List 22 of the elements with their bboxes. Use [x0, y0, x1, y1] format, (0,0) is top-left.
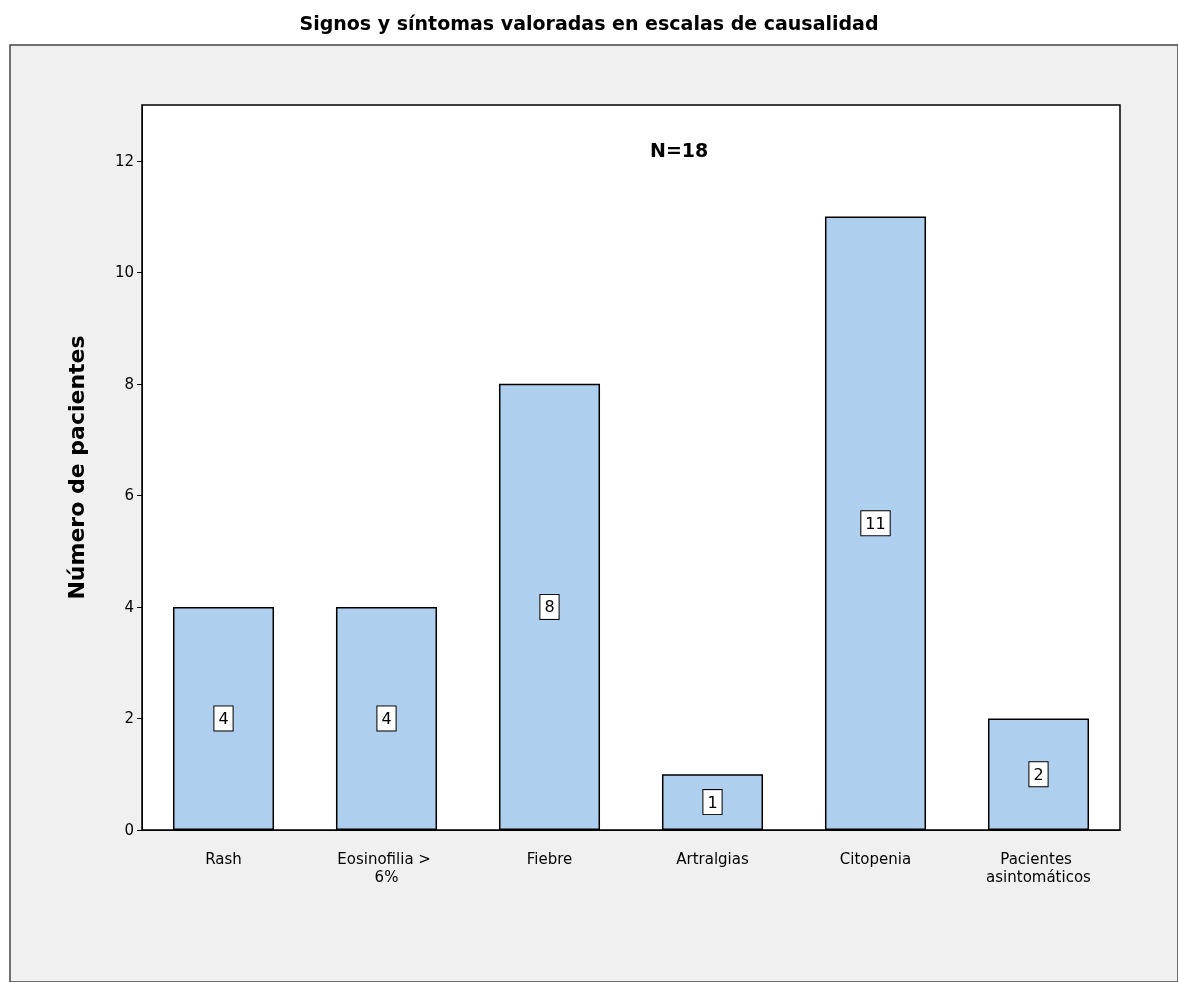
data-label: 1	[707, 792, 718, 812]
chart-title: Signos y síntomas valoradas en escalas de causalidad	[299, 11, 879, 34]
data-label: 8	[544, 597, 555, 617]
y-tick-label: 6	[124, 486, 134, 505]
y-tick-label: 2	[124, 709, 134, 728]
data-label: 11	[865, 513, 886, 533]
y-tick-label: 0	[124, 821, 134, 839]
x-tick-label: Artralgias	[676, 850, 749, 868]
x-tick-label: Fiebre	[526, 850, 573, 868]
y-axis-title: Número de pacientes	[63, 335, 89, 600]
data-label: 4	[381, 708, 392, 728]
y-tick-label: 10	[114, 263, 134, 282]
y-tick-label: 12	[114, 151, 134, 170]
data-label: 4	[218, 708, 229, 728]
y-tick-label: 8	[124, 374, 134, 393]
x-tick-label: Eosinofilia > 6%	[337, 850, 436, 886]
x-tick-label: Pacientes asintomáticos	[986, 850, 1092, 886]
y-tick-label: 4	[124, 597, 134, 616]
data-label: 2	[1033, 764, 1044, 784]
x-tick-label: Rash	[205, 850, 242, 868]
x-tick-label: Citopenia	[839, 850, 912, 868]
annotation: N=18	[650, 138, 709, 161]
